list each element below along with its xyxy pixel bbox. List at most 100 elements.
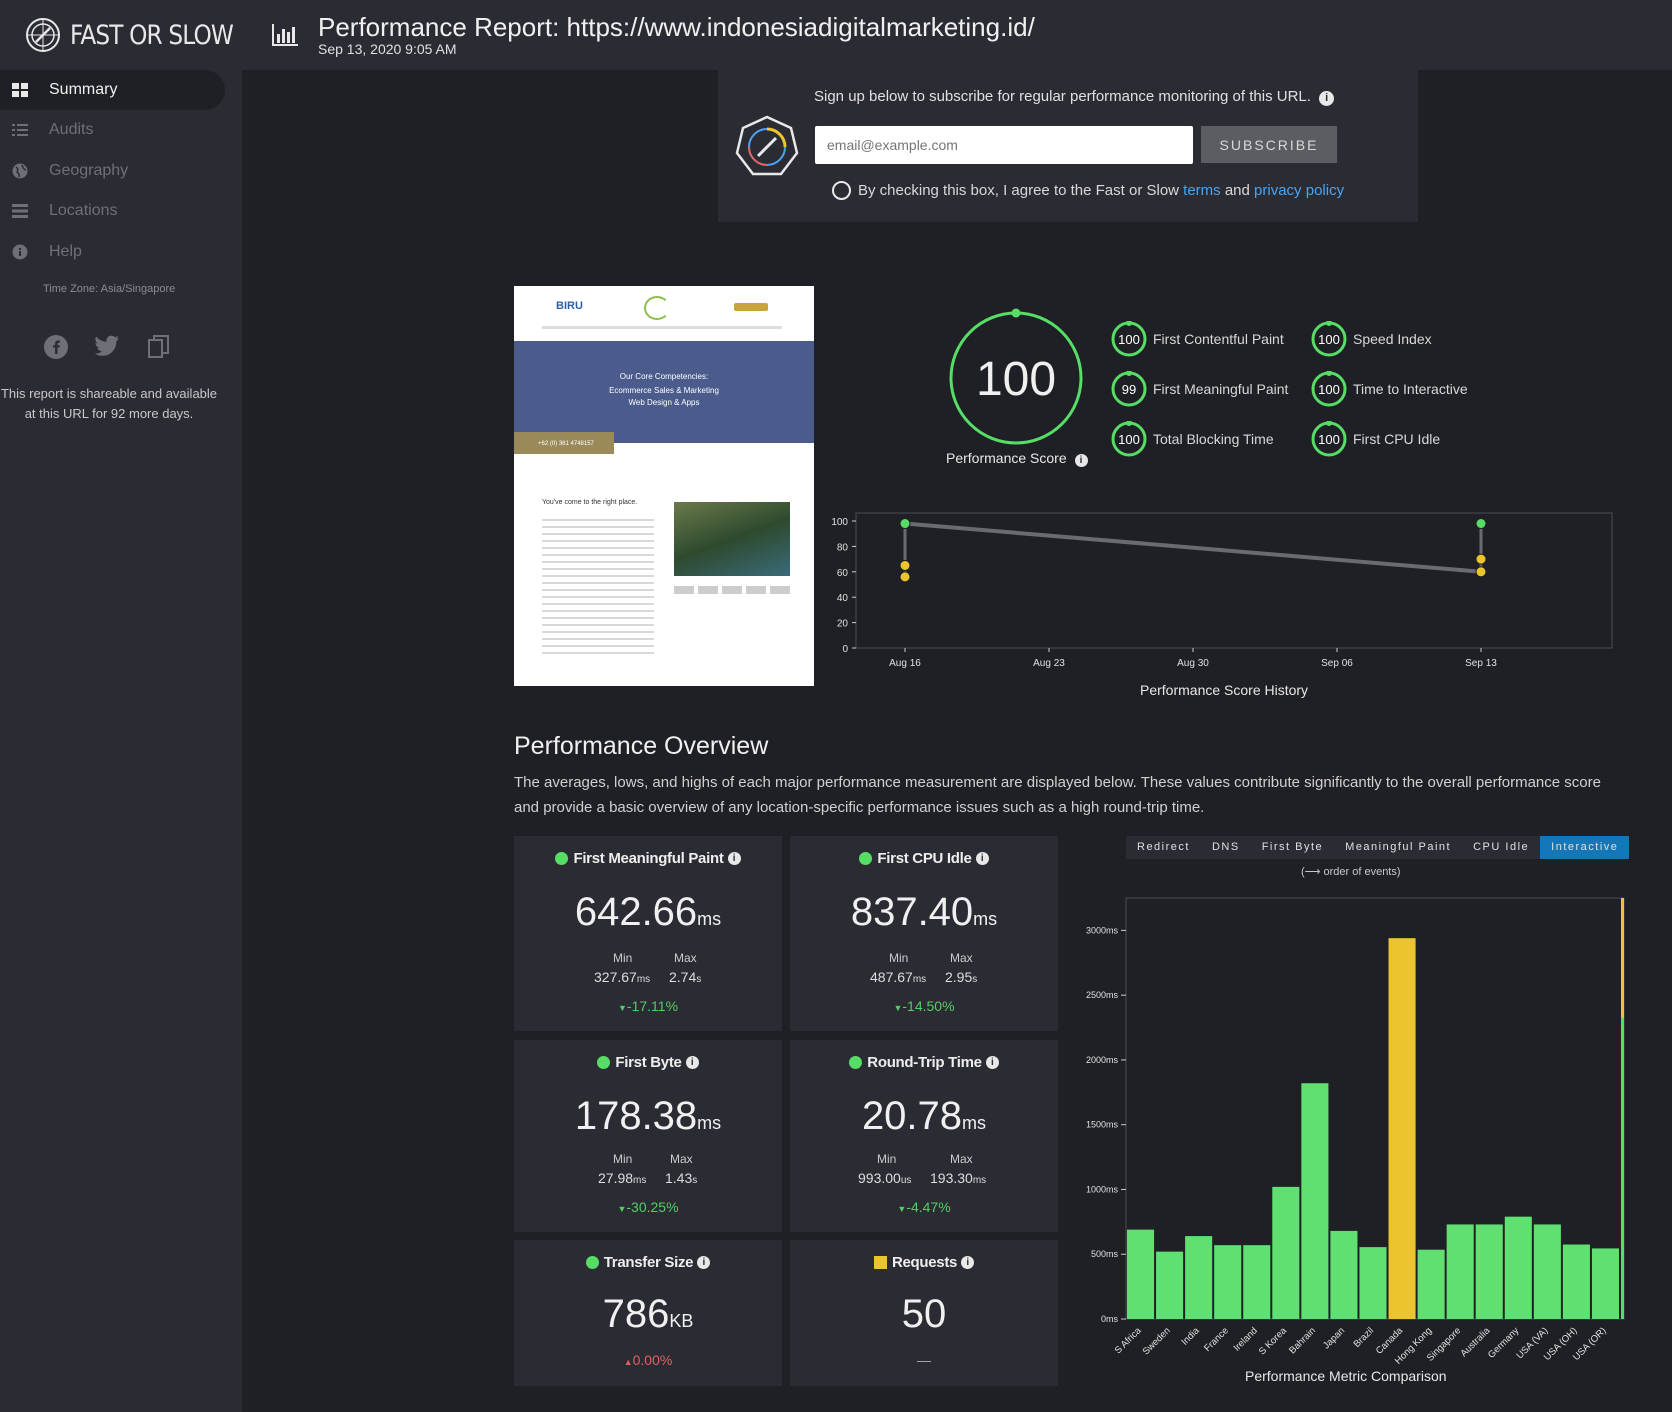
info-icon[interactable]: i [685,1056,699,1069]
status-dot [597,1056,611,1069]
card-title-text: Transfer Size [603,1254,694,1271]
card-title-text: Requests [891,1254,958,1271]
min-value: 993.00us [858,1170,911,1186]
delta-value: -4.47% [906,1199,951,1215]
sidebar-item-summary[interactable]: Summary [0,70,225,110]
facebook-icon[interactable] [44,335,68,359]
logo[interactable]: FAST OR SLOW [24,16,260,54]
email-input[interactable] [815,126,1193,164]
score-point [899,571,911,583]
info-icon[interactable]: i [1074,454,1088,467]
sidebar-item-geography[interactable]: Geography [0,151,225,191]
info-icon[interactable]: i [1319,91,1335,106]
x-tick-label: S Korea [1257,1325,1290,1358]
info-icon[interactable]: i [961,1256,975,1269]
tab-cpu-idle[interactable]: CPU Idle [1473,841,1530,853]
subscribe-text: Sign up below to subscribe for regular p… [814,88,1335,106]
tab-meaningful-paint[interactable]: Meaningful Paint [1345,841,1452,853]
info-icon [11,243,29,261]
metric-total-blocking-time: 100 Total Blocking Time [1111,420,1274,457]
y-tick-label: 80 [837,542,849,553]
score-point [1475,553,1487,565]
min-number: 327.67 [594,969,637,985]
card-value-unit: ms [973,909,998,929]
y-tick-label: 60 [837,568,849,579]
tab-first-byte[interactable]: First Byte [1261,841,1324,853]
info-icon[interactable]: i [985,1056,999,1069]
sidebar-item-label: Audits [49,121,94,138]
overview-title: Performance Overview [514,732,769,760]
y-tick-label: 0 [842,644,848,655]
card-value: 786KB [514,1292,782,1337]
card-first-cpu-idle: First CPU Idle i 837.40ms Min Max 487.67m… [790,836,1058,1031]
metric-first-cpu-idle: 100 First CPU Idle [1311,420,1440,457]
bar [1185,1236,1213,1319]
metric-label: Total Blocking Time [1153,431,1274,447]
x-tick-label: Aug 16 [889,658,921,669]
card-title-text: First Byte [615,1054,682,1071]
min-label: Min [889,951,909,965]
thumb-brand: BIRU [556,300,583,312]
agree-checkbox[interactable] [832,181,851,200]
sidebar: Summary Audits Geography Locations Help … [0,70,242,1412]
status-square [873,1256,887,1269]
delta: ▲0.00% [623,1352,673,1368]
thumb-line1: Ecommerce Sales & Marketing [609,386,719,395]
bar [1417,1249,1445,1319]
y-tick-label: 2000ms [1086,1055,1119,1065]
y-tick-label: 500ms [1091,1249,1119,1259]
twitter-icon[interactable] [95,335,120,357]
min-label: Min [613,1152,633,1166]
bar [1243,1245,1271,1319]
y-tick-label: 1500ms [1086,1120,1119,1130]
max-number: 2.95 [945,969,973,985]
privacy-link[interactable]: privacy policy [1254,182,1345,199]
info-icon[interactable]: i [697,1256,711,1269]
bar [1214,1245,1242,1319]
subscribe-panel: Sign up below to subscribe for regular p… [718,70,1418,222]
status-dot [859,852,873,865]
min-label: Min [613,951,633,965]
terms-link[interactable]: terms [1183,182,1221,199]
metric-score: 100 [1118,431,1140,447]
metric-time-to-interactive: 100 Time to Interactive [1311,370,1468,407]
sidebar-item-help[interactable]: Help [0,232,225,272]
score-point [899,518,911,530]
card-round-trip-time: Round-Trip Time i 20.78ms Min Max 993.00u… [790,1040,1058,1232]
min-value: 27.98ms [598,1170,646,1186]
report-title: Performance Report: https://www.indonesi… [318,12,1035,42]
info-icon[interactable]: i [975,852,989,865]
tab-redirect[interactable]: Redirect [1137,841,1190,853]
min-number: 993.00 [858,1170,901,1186]
info-icon[interactable]: i [727,852,741,865]
metric-label: Speed Index [1353,331,1432,347]
agree-row: By checking this box, I agree to the Fas… [832,181,1344,200]
subscribe-message: Sign up below to subscribe for regular p… [814,88,1311,105]
bar [1562,1244,1590,1319]
bar-chart-icon [272,24,298,46]
history-chart-title: Performance Score History [1140,682,1309,698]
card-title: Round-Trip Time i [790,1054,1058,1071]
min-unit: us [900,1175,912,1186]
list-icon [11,202,29,220]
metric-first-contentful-paint: 100 First Contentful Paint [1111,320,1284,357]
sidebar-item-locations[interactable]: Locations [0,191,225,231]
subscribe-button[interactable]: SUBSCRIBE [1201,126,1337,163]
bar [1330,1230,1358,1319]
copy-icon[interactable] [148,335,170,359]
tab-dns[interactable]: DNS [1211,841,1240,853]
max-label: Max [670,1152,693,1166]
score-history-line [904,521,1482,574]
card-value: 178.38ms [514,1094,782,1139]
y-tick-label: 20 [837,619,849,630]
metric-label: Time to Interactive [1353,381,1468,397]
bar [1127,1229,1155,1319]
y-tick-label: 2500ms [1086,990,1119,1000]
tab-interactive[interactable]: Interactive [1540,836,1630,859]
score-point [899,559,911,571]
history-plot-frame [855,512,1613,649]
sidebar-item-audits[interactable]: Audits [0,110,225,150]
scroll-indicator-green [1621,1018,1624,1319]
x-tick-label: Japan [1321,1325,1347,1351]
card-title: First Meaningful Paint i [514,850,782,867]
